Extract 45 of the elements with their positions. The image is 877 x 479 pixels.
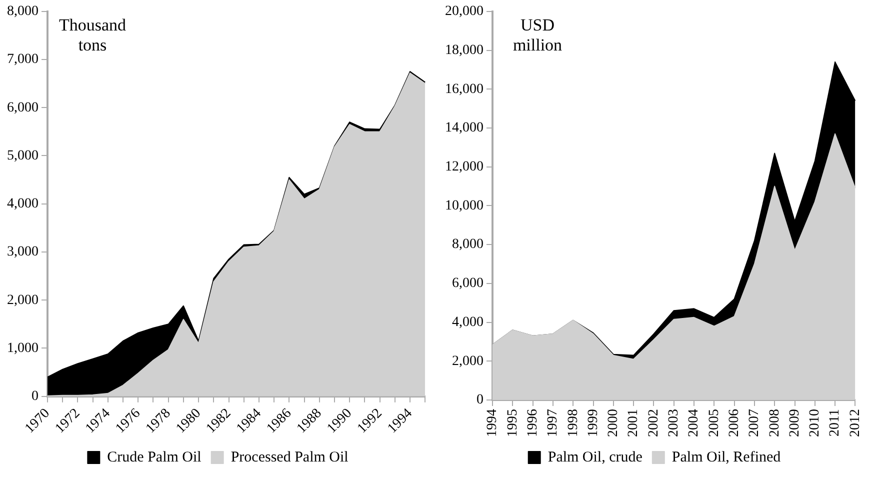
y-tick-label: 2,000 xyxy=(7,292,38,308)
x-tick-label: 2001 xyxy=(626,409,642,437)
y-tick-label: 14,000 xyxy=(445,120,484,136)
y-tick-label: 12,000 xyxy=(445,160,484,175)
y-tick-label: 16,000 xyxy=(445,82,484,97)
y-axis-title: Thousand tons xyxy=(58,15,127,54)
x-tick-label: 1994 xyxy=(485,409,500,437)
x-tick-label: 2007 xyxy=(747,409,762,437)
x-tick-label: 2012 xyxy=(848,409,863,437)
y-tick-label: 3,000 xyxy=(7,244,38,260)
x-tick-label: 2004 xyxy=(686,409,702,437)
x-tick-label: 2010 xyxy=(808,409,823,437)
y-tick-label: 0 xyxy=(476,392,484,408)
x-tick-label: 2003 xyxy=(666,409,682,437)
legend-label: Processed Palm Oil xyxy=(230,449,348,466)
y-axis-title: USD million xyxy=(512,15,563,54)
x-tick-label: 2008 xyxy=(767,409,782,437)
y-tick-label: 6,000 xyxy=(452,276,484,292)
y-tick-label: 8,000 xyxy=(7,4,38,20)
x-tick-label: 1995 xyxy=(505,409,520,437)
x-tick-label: 2006 xyxy=(726,409,742,437)
y-tick-label: 8,000 xyxy=(452,237,484,252)
y-tick-label: 1,000 xyxy=(7,340,38,356)
x-tick-label: 2011 xyxy=(828,409,843,436)
y-tick-label: 7,000 xyxy=(7,52,38,68)
x-tick-label: 2005 xyxy=(706,409,722,437)
y-tick-label: 10,000 xyxy=(445,198,484,214)
y-tick-label: 2,000 xyxy=(452,354,484,369)
x-tick-label: 2009 xyxy=(787,409,802,437)
legend-label: Palm Oil, crude xyxy=(548,449,643,466)
x-tick-label: 2000 xyxy=(606,409,622,437)
legend-label: Crude Palm Oil xyxy=(107,449,202,466)
x-tick-label: 1999 xyxy=(586,409,601,437)
y-tick-label: 0 xyxy=(32,388,38,404)
legend-label: Palm Oil, Refined xyxy=(672,449,782,466)
y-tick-label: 4,000 xyxy=(452,314,484,330)
y-tick-label: 5,000 xyxy=(7,148,38,164)
y-tick-label: 6,000 xyxy=(7,100,38,116)
x-tick-label: 1996 xyxy=(525,409,540,437)
y-tick-label: 20,000 xyxy=(445,4,484,20)
x-tick-label: 1998 xyxy=(566,409,581,437)
x-tick-label: 2002 xyxy=(646,409,662,437)
y-tick-label: 18,000 xyxy=(445,42,484,58)
y-tick-label: 4,000 xyxy=(7,196,38,212)
x-tick-label: 1997 xyxy=(546,409,561,437)
